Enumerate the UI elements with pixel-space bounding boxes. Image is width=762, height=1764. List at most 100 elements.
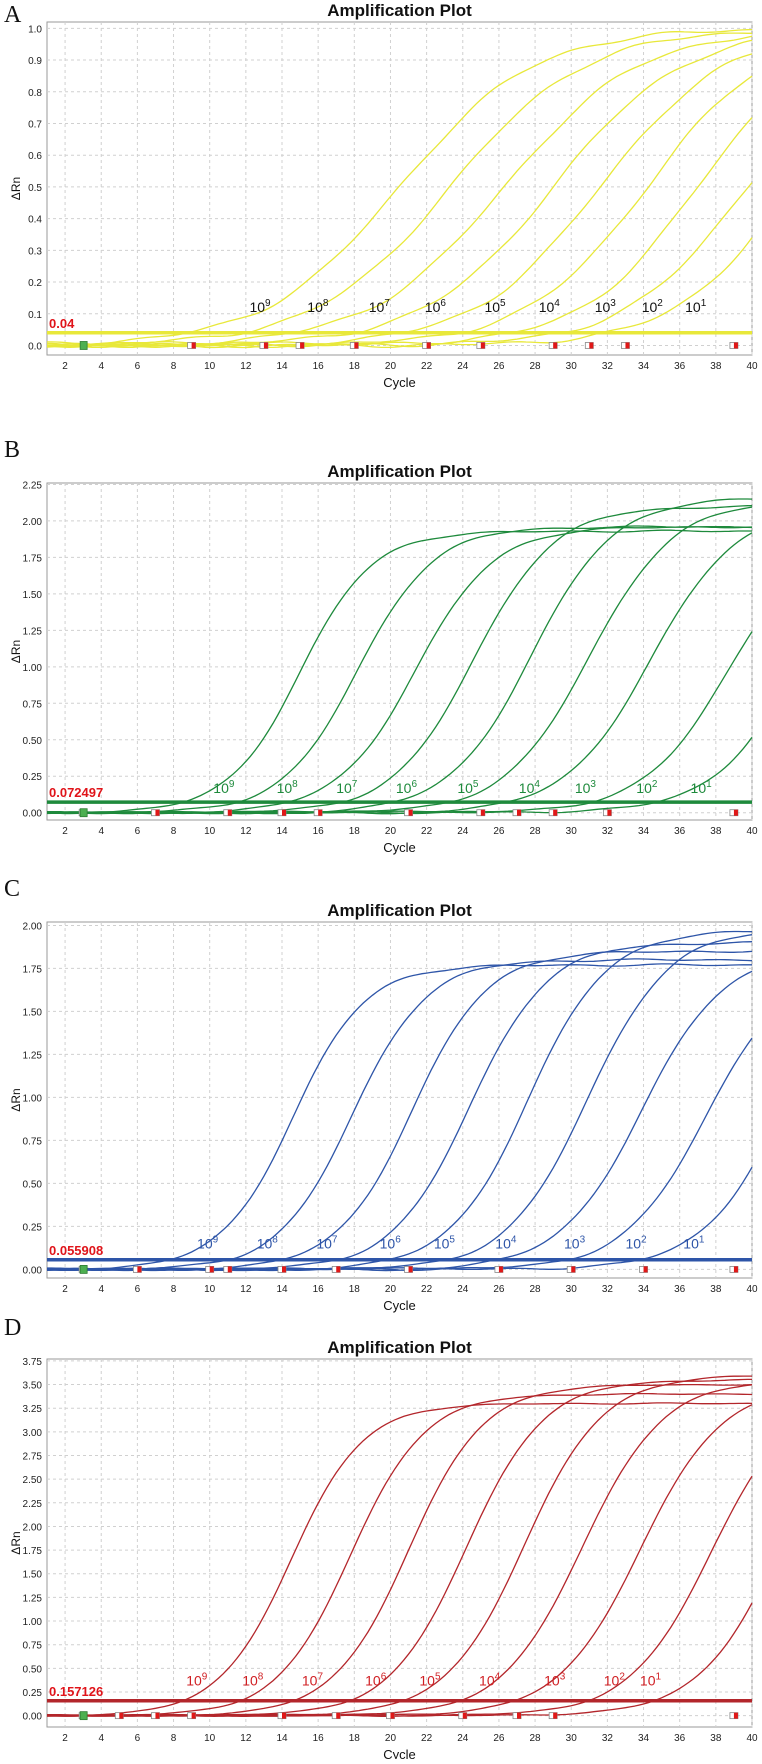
y-tick-label: 0.00	[23, 1712, 43, 1723]
dilution-label: 106	[365, 1671, 387, 1688]
series-line-10-9	[47, 28, 753, 345]
y-tick-label: 1.75	[23, 1546, 43, 1557]
x-tick-label: 34	[638, 361, 650, 372]
series-line-10-5	[46, 930, 753, 1272]
y-tick-label: 2.75	[23, 1451, 43, 1462]
dilution-label: 103	[544, 1671, 566, 1688]
x-tick-label: 2	[62, 361, 68, 372]
baseline-marker-fill	[282, 809, 286, 816]
x-tick-label: 32	[602, 1733, 614, 1744]
x-tick-label: 30	[566, 1733, 578, 1744]
x-tick-label: 24	[457, 826, 469, 837]
dilution-label: 107	[316, 1234, 338, 1251]
y-tick-label: 0.50	[23, 1664, 43, 1675]
baseline-marker-fill	[227, 809, 232, 816]
baseline-marker-fill	[227, 1266, 232, 1273]
baseline-marker-fill	[480, 809, 485, 816]
x-tick-label: 26	[493, 361, 505, 372]
x-tick-label: 12	[240, 1284, 252, 1295]
dilution-label: 109	[186, 1671, 208, 1688]
baseline-marker-fill	[553, 809, 558, 816]
x-tick-label: 40	[746, 1733, 758, 1744]
baseline-marker-fill	[155, 809, 160, 816]
x-tick-label: 2	[62, 826, 68, 837]
baseline-marker-fill	[408, 809, 413, 816]
baseline-marker-fill	[733, 1712, 738, 1719]
dilution-label: 102	[625, 1234, 647, 1251]
dilution-label: 106	[425, 298, 447, 315]
x-tick-label: 28	[530, 1733, 542, 1744]
series-line-10-7	[46, 35, 753, 348]
x-tick-label: 4	[98, 1284, 104, 1295]
x-tick-label: 32	[602, 826, 614, 837]
x-tick-label: 36	[674, 361, 686, 372]
x-tick-label: 34	[638, 1733, 650, 1744]
dilution-label: 105	[457, 779, 479, 796]
y-tick-label: 0.25	[23, 1688, 43, 1699]
baseline-marker-fill	[191, 1712, 196, 1719]
dilution-label: 102	[642, 298, 664, 315]
baseline-marker-fill	[354, 342, 359, 349]
y-tick-label: 0.7	[28, 119, 42, 130]
baseline-marker-fill	[155, 1712, 160, 1719]
x-tick-label: 10	[204, 1284, 216, 1295]
y-tick-label: 0.75	[23, 1641, 43, 1652]
dilution-label: 108	[277, 779, 299, 796]
x-tick-label: 22	[421, 1733, 433, 1744]
x-tick-label: 26	[493, 1733, 505, 1744]
x-tick-label: 22	[421, 361, 433, 372]
baseline-marker-fill	[336, 1266, 341, 1273]
x-tick-label: 38	[710, 1284, 722, 1295]
y-tick-label: 0.0	[28, 341, 42, 352]
x-tick-label: 20	[385, 361, 397, 372]
start-marker	[79, 1265, 88, 1274]
x-tick-label: 38	[710, 826, 722, 837]
dilution-label: 104	[539, 298, 561, 315]
y-tick-label: 1.75	[23, 553, 43, 564]
x-tick-label: 32	[602, 361, 614, 372]
dilution-label: 106	[396, 779, 418, 796]
x-tick-label: 16	[313, 1733, 325, 1744]
x-tick-label: 20	[385, 826, 397, 837]
dilution-label: 101	[685, 298, 707, 315]
series-line-10-9	[47, 1402, 753, 1716]
baseline-marker-fill	[408, 1266, 413, 1273]
dilution-label: 109	[197, 1234, 219, 1251]
x-tick-label: 40	[746, 1284, 758, 1295]
start-marker	[79, 808, 88, 818]
baseline-marker-fill	[282, 1266, 286, 1273]
dilution-label: 102	[604, 1671, 626, 1688]
x-tick-label: 30	[566, 1284, 578, 1295]
x-tick-label: 32	[602, 1284, 614, 1295]
series-line-10-1	[46, 1602, 753, 1717]
threshold-label: 0.055908	[49, 1243, 103, 1258]
panel-letter: C	[4, 876, 20, 902]
dilution-label: 102	[636, 779, 658, 796]
x-tick-label: 38	[710, 1733, 722, 1744]
dilution-label: 109	[249, 298, 271, 315]
baseline-marker-fill	[282, 1712, 286, 1719]
dilution-label: 108	[242, 1671, 264, 1688]
x-tick-label: 22	[421, 1284, 433, 1295]
x-axis-label: Cycle	[383, 1298, 416, 1313]
y-tick-label: 0.6	[28, 151, 42, 162]
baseline-marker-fill	[137, 1266, 142, 1273]
dilution-label: 103	[595, 298, 617, 315]
dilution-label: 101	[691, 779, 713, 796]
baseline-marker-fill	[517, 809, 521, 816]
baseline-marker-fill	[553, 342, 558, 349]
x-tick-label: 36	[674, 826, 686, 837]
dilution-label: 104	[495, 1234, 517, 1251]
y-tick-label: 0.25	[23, 1222, 43, 1233]
dilution-label: 101	[683, 1234, 705, 1251]
y-tick-label: 1.75	[23, 964, 43, 975]
baseline-marker-fill	[553, 1712, 558, 1719]
plot-area	[46, 21, 753, 356]
panel-letter: B	[4, 437, 20, 463]
x-tick-label: 16	[313, 361, 325, 372]
x-tick-label: 12	[240, 826, 252, 837]
x-tick-label: 18	[349, 1284, 361, 1295]
dilution-label: 105	[484, 298, 506, 315]
series-group	[46, 498, 753, 815]
